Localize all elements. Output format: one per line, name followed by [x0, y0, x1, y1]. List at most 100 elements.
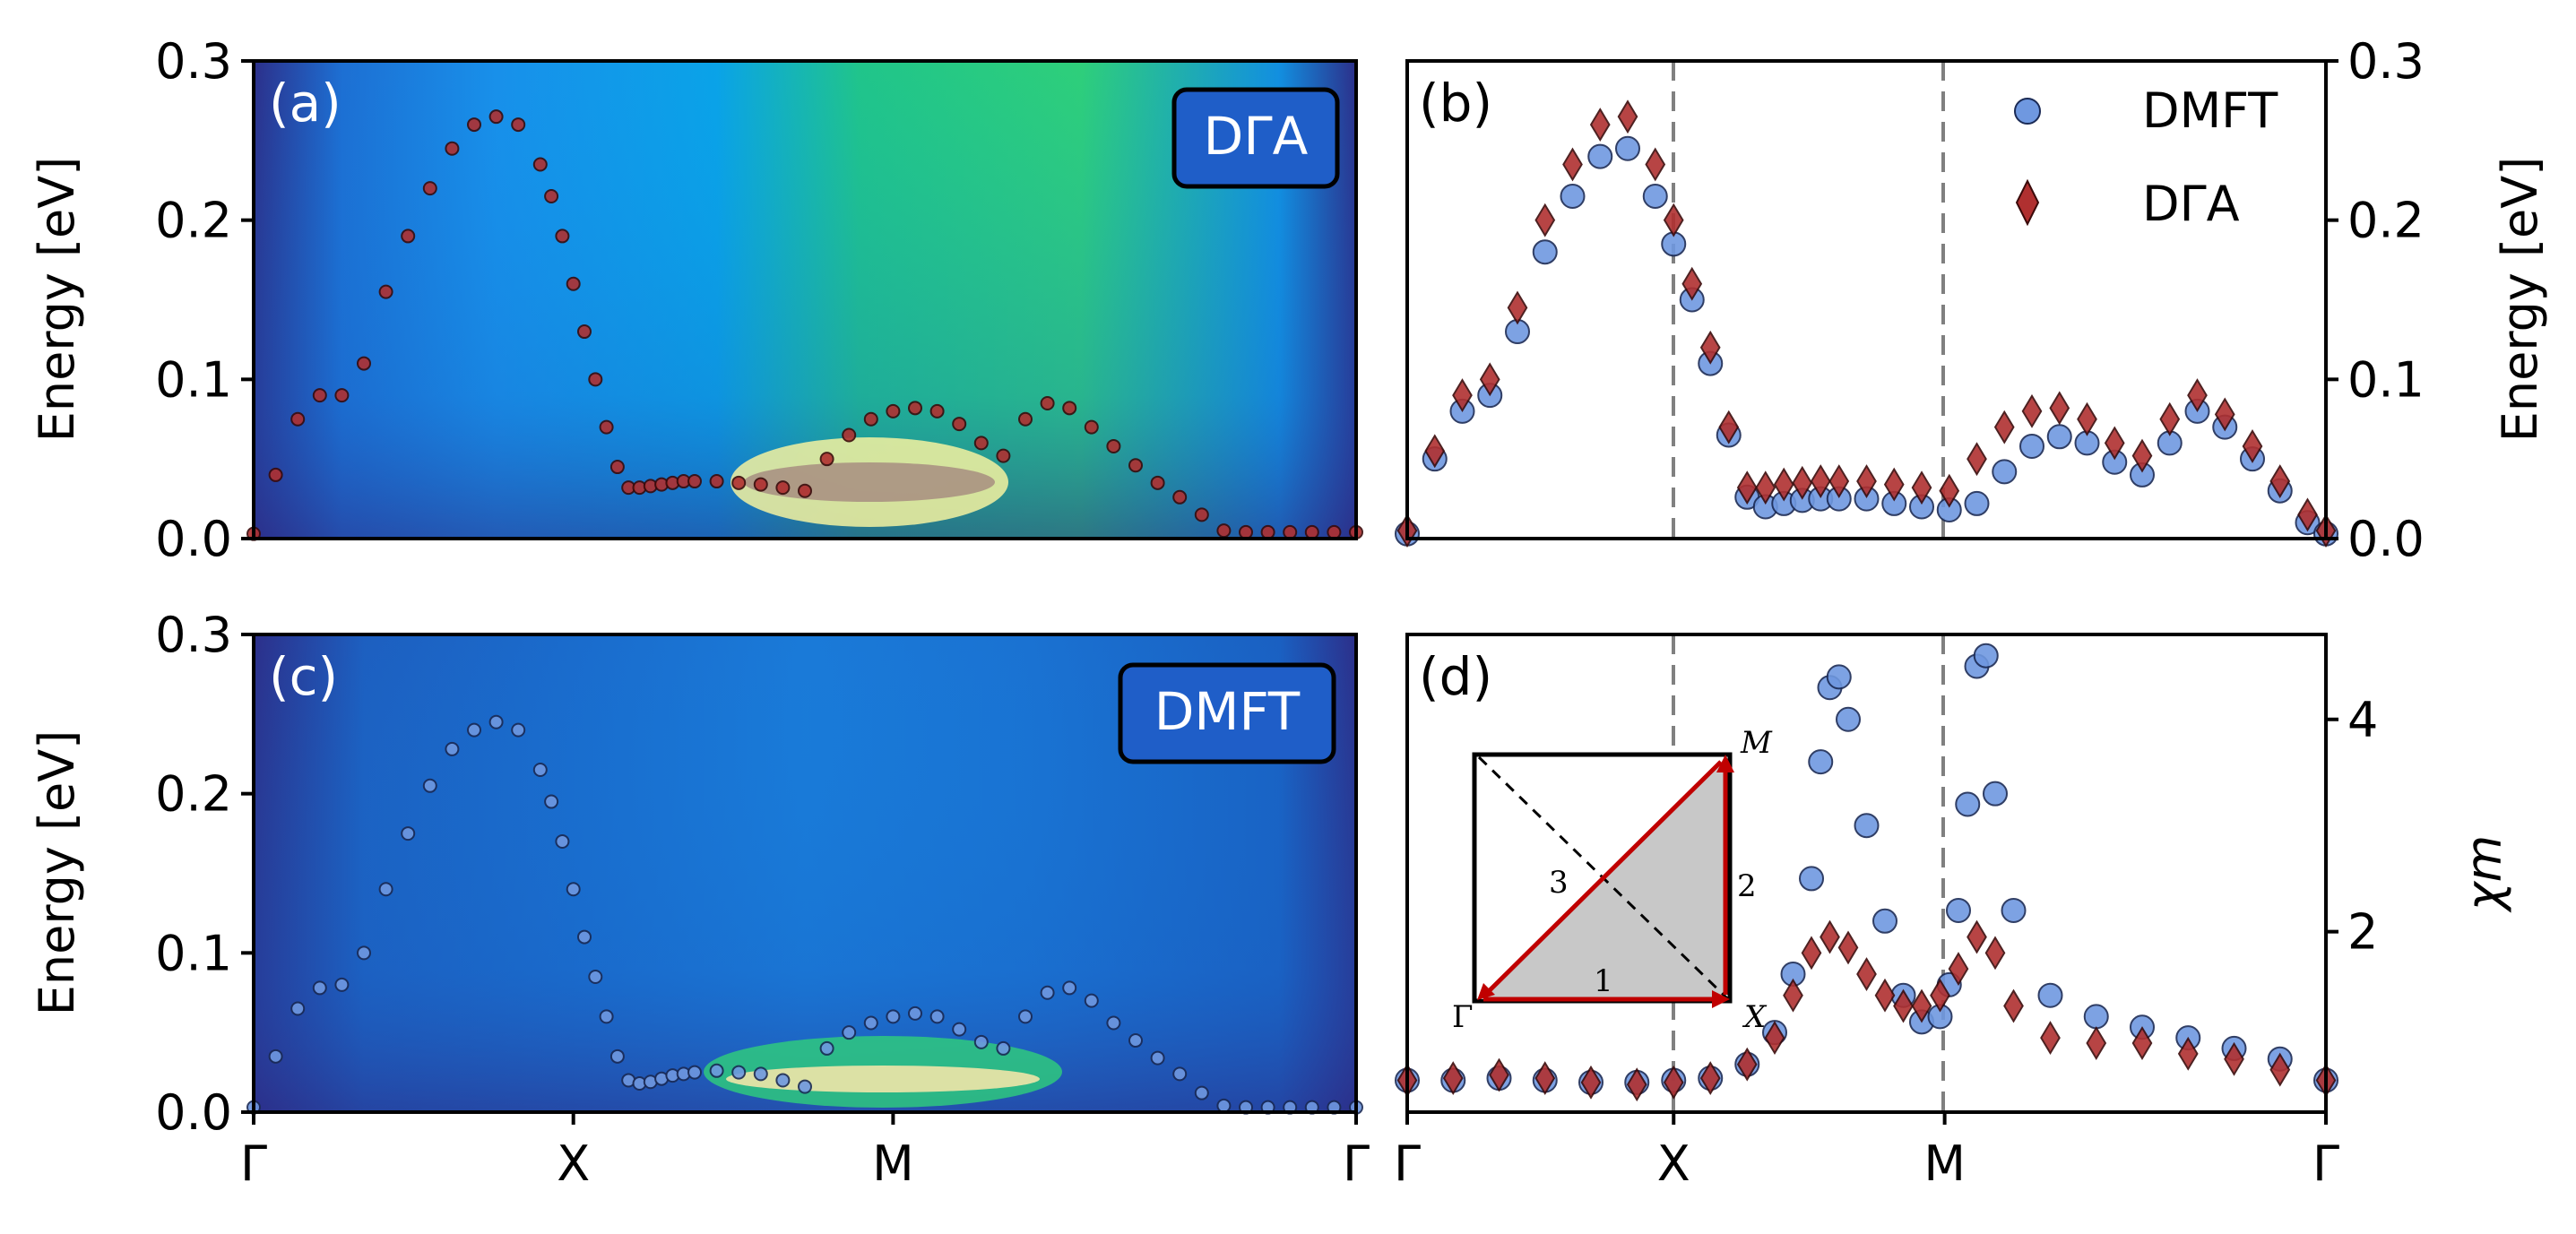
- dadispersion-point: [709, 474, 724, 489]
- da-point: [2086, 1026, 2107, 1060]
- x-tick-label: M: [872, 1135, 914, 1192]
- da-point: [2177, 1036, 2199, 1071]
- dadispersion-point: [1018, 411, 1033, 427]
- x-tick-label: M: [1923, 1135, 1966, 1192]
- da-point: [2077, 401, 2097, 436]
- da-point: [2269, 464, 2291, 498]
- panel-c-y-axis: 0.0 0.1 0.2 0.3: [155, 607, 254, 1141]
- da-point: [1828, 464, 1850, 498]
- dmftdispersion-point: [532, 763, 548, 778]
- inset-label-m: M: [1740, 725, 1773, 761]
- panel-b-label: (b): [1419, 73, 1492, 134]
- da-point: [1948, 952, 1969, 987]
- dmftdispersion-point: [312, 980, 327, 996]
- dadispersion-point: [1194, 507, 1209, 522]
- dadispersion-point: [445, 141, 460, 156]
- dmftdispersion-point: [422, 778, 437, 793]
- y-tick-label: 0.0: [2347, 511, 2425, 567]
- dadispersion-point: [798, 483, 812, 498]
- panel-a-ylabel: Energy [eV]: [29, 157, 85, 443]
- da-point: [1452, 378, 1473, 413]
- panel-a-frame: [252, 59, 1358, 540]
- dmftdispersion-point: [599, 1009, 614, 1024]
- dadispersion-point: [863, 411, 878, 427]
- da-point: [2214, 397, 2235, 432]
- da-point: [1883, 467, 1905, 502]
- dmft-point: [1587, 143, 1613, 169]
- dmftdispersion-point: [709, 1063, 724, 1078]
- dadispersion-point: [929, 403, 945, 419]
- da-point: [1442, 1061, 1464, 1096]
- dmftdispersion-point: [544, 794, 559, 809]
- inset-path-label-3: 3: [1549, 865, 1569, 901]
- inset-brillouin-zone: Γ X M 1 2 3: [1452, 725, 1773, 1035]
- dmft-point: [1872, 908, 1897, 934]
- da-point: [2242, 429, 2263, 463]
- dmft-point: [1946, 897, 1971, 923]
- da-point: [1856, 464, 1877, 498]
- da-point: [1645, 147, 1666, 182]
- panel-c-badge-box: [1118, 662, 1336, 764]
- da-point: [1424, 434, 1446, 469]
- da-point: [1479, 362, 1500, 397]
- dmft-point: [1808, 749, 1834, 775]
- dmft-point: [1973, 643, 1999, 669]
- da-point: [1930, 978, 1950, 1013]
- da-point: [1792, 465, 1813, 500]
- panel-b-ylabel: Energy [eV]: [2492, 157, 2548, 443]
- dmftdispersion-point: [555, 833, 570, 849]
- dadispersion-point: [511, 117, 526, 133]
- dmftdispersion-point: [1062, 980, 1077, 996]
- dmftdispersion-point: [996, 1040, 1011, 1056]
- dmftdispersion-point: [1084, 993, 1099, 1008]
- dmft-point: [1642, 184, 1668, 210]
- inset-path-3: [1483, 760, 1723, 997]
- dadispersion-point: [842, 427, 857, 443]
- da-point: [1837, 930, 1859, 965]
- dadispersion-point: [467, 117, 481, 133]
- da-point: [1681, 266, 1703, 301]
- da-point: [1562, 147, 1583, 182]
- dadispersion-point: [312, 388, 327, 403]
- da-point: [1755, 470, 1776, 505]
- da-point: [1984, 936, 2006, 971]
- inset-arrow-1: [1712, 990, 1730, 1008]
- da-point: [2297, 497, 2318, 532]
- dadispersion-point: [1150, 475, 1165, 490]
- panel-b-frame: [1405, 59, 2328, 540]
- dmftdispersion-point: [929, 1009, 945, 1024]
- dmftdispersion-point: [863, 1015, 878, 1031]
- dadispersion-point: [687, 474, 702, 489]
- da-point: [1534, 1061, 1556, 1096]
- panel-a-badge: DΓA: [1204, 106, 1309, 167]
- dadispersion-point: [334, 388, 350, 403]
- dadispersion-point: [609, 460, 625, 475]
- panel-c: (c) DMFT 0.0 0.1 0.2 0.3 Energy [eV] Γ X M Γ: [29, 607, 1370, 1192]
- dmft-point: [1532, 239, 1558, 265]
- dadispersion-point: [488, 109, 504, 125]
- y-tick-label: 0.1: [2347, 351, 2425, 408]
- da-point: [1736, 1047, 1758, 1082]
- da-point: [1967, 442, 1987, 477]
- da-point: [2159, 401, 2181, 436]
- dadispersion-point: [290, 411, 306, 427]
- panel-c-frame: [252, 633, 1358, 1114]
- y-tick-label: 0.1: [155, 925, 232, 981]
- y-tick-label: 4: [2347, 692, 2378, 748]
- panel-a-badge-box: [1171, 87, 1340, 189]
- dmftdispersion-point: [908, 1005, 922, 1021]
- dmft-point: [2046, 424, 2072, 450]
- panel-d-ylabel: χm: [2456, 835, 2512, 914]
- dmftdispersion-point: [753, 1066, 768, 1082]
- inset-path-label-2: 2: [1737, 868, 1757, 904]
- da-point: [1663, 1065, 1684, 1100]
- panel-c-badge: DMFT: [1154, 681, 1301, 742]
- dadispersion-point: [753, 477, 768, 492]
- dadispersion-point: [952, 417, 967, 432]
- dadispersion-point: [532, 157, 548, 172]
- da-point: [1783, 978, 1803, 1013]
- dmft-point: [1615, 135, 1640, 161]
- da-point: [1993, 410, 2015, 444]
- dmft-point: [2019, 433, 2044, 459]
- panel-d-points: [1395, 643, 2338, 1102]
